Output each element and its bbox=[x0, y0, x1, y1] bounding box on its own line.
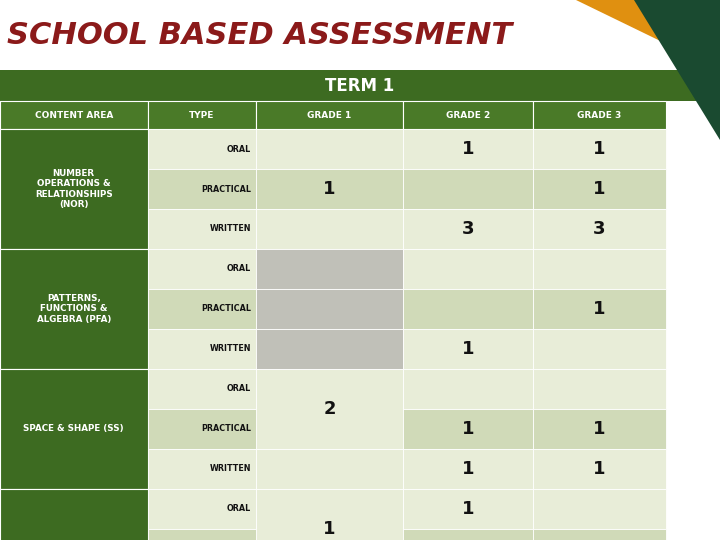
FancyBboxPatch shape bbox=[533, 329, 666, 369]
FancyBboxPatch shape bbox=[148, 329, 256, 369]
Text: 1: 1 bbox=[593, 420, 606, 438]
Text: TERM 1: TERM 1 bbox=[325, 77, 395, 94]
FancyBboxPatch shape bbox=[148, 169, 256, 209]
FancyBboxPatch shape bbox=[148, 101, 256, 129]
FancyBboxPatch shape bbox=[0, 0, 720, 70]
FancyBboxPatch shape bbox=[403, 101, 533, 129]
FancyBboxPatch shape bbox=[533, 209, 666, 249]
FancyBboxPatch shape bbox=[0, 249, 148, 369]
Text: ORAL: ORAL bbox=[227, 384, 251, 393]
FancyBboxPatch shape bbox=[533, 129, 666, 169]
Text: 3: 3 bbox=[462, 220, 474, 238]
Text: NUMBER
OPERATIONS &
RELATIONSHIPS
(NOR): NUMBER OPERATIONS & RELATIONSHIPS (NOR) bbox=[35, 169, 112, 209]
FancyBboxPatch shape bbox=[0, 369, 148, 489]
Text: 1: 1 bbox=[593, 180, 606, 198]
FancyBboxPatch shape bbox=[533, 529, 666, 540]
FancyBboxPatch shape bbox=[403, 209, 533, 249]
FancyBboxPatch shape bbox=[0, 489, 148, 540]
Text: PRACTICAL: PRACTICAL bbox=[202, 305, 251, 313]
Text: 3: 3 bbox=[593, 220, 606, 238]
Text: ORAL: ORAL bbox=[227, 265, 251, 273]
FancyBboxPatch shape bbox=[0, 101, 148, 129]
FancyBboxPatch shape bbox=[256, 289, 403, 329]
FancyBboxPatch shape bbox=[533, 449, 666, 489]
FancyBboxPatch shape bbox=[256, 209, 403, 249]
Text: 1: 1 bbox=[462, 340, 474, 358]
FancyBboxPatch shape bbox=[256, 369, 403, 449]
FancyBboxPatch shape bbox=[148, 529, 256, 540]
Text: WRITTEN: WRITTEN bbox=[210, 225, 251, 233]
FancyBboxPatch shape bbox=[403, 369, 533, 409]
FancyBboxPatch shape bbox=[403, 169, 533, 209]
FancyBboxPatch shape bbox=[148, 129, 256, 169]
FancyBboxPatch shape bbox=[533, 169, 666, 209]
FancyBboxPatch shape bbox=[148, 409, 256, 449]
Polygon shape bbox=[634, 0, 720, 140]
FancyBboxPatch shape bbox=[403, 489, 533, 529]
FancyBboxPatch shape bbox=[256, 489, 403, 540]
FancyBboxPatch shape bbox=[0, 129, 148, 249]
FancyBboxPatch shape bbox=[148, 209, 256, 249]
FancyBboxPatch shape bbox=[148, 289, 256, 329]
FancyBboxPatch shape bbox=[256, 449, 403, 489]
FancyBboxPatch shape bbox=[0, 70, 720, 75]
Polygon shape bbox=[576, 0, 720, 70]
FancyBboxPatch shape bbox=[256, 169, 403, 209]
FancyBboxPatch shape bbox=[533, 369, 666, 409]
Text: 1: 1 bbox=[593, 460, 606, 478]
FancyBboxPatch shape bbox=[533, 409, 666, 449]
FancyBboxPatch shape bbox=[256, 101, 403, 129]
FancyBboxPatch shape bbox=[403, 129, 533, 169]
Text: 1: 1 bbox=[593, 140, 606, 158]
Text: 1: 1 bbox=[462, 420, 474, 438]
FancyBboxPatch shape bbox=[533, 101, 666, 129]
FancyBboxPatch shape bbox=[533, 289, 666, 329]
Text: SCHOOL BASED ASSESSMENT: SCHOOL BASED ASSESSMENT bbox=[7, 21, 513, 50]
FancyBboxPatch shape bbox=[148, 369, 256, 409]
Text: 1: 1 bbox=[323, 180, 336, 198]
FancyBboxPatch shape bbox=[0, 70, 720, 101]
FancyBboxPatch shape bbox=[148, 489, 256, 529]
Text: WRITTEN: WRITTEN bbox=[210, 345, 251, 353]
Text: 1: 1 bbox=[593, 300, 606, 318]
Text: TYPE: TYPE bbox=[189, 111, 215, 119]
Text: GRADE 1: GRADE 1 bbox=[307, 111, 351, 119]
Text: PRACTICAL: PRACTICAL bbox=[202, 424, 251, 433]
Text: 1: 1 bbox=[323, 519, 336, 538]
Text: PRACTICAL: PRACTICAL bbox=[202, 185, 251, 193]
FancyBboxPatch shape bbox=[256, 129, 403, 169]
FancyBboxPatch shape bbox=[403, 529, 533, 540]
Text: SPACE & SHAPE (SS): SPACE & SHAPE (SS) bbox=[24, 424, 124, 433]
Text: WRITTEN: WRITTEN bbox=[210, 464, 251, 473]
FancyBboxPatch shape bbox=[148, 249, 256, 289]
Text: 2: 2 bbox=[323, 400, 336, 418]
Text: ORAL: ORAL bbox=[227, 504, 251, 513]
FancyBboxPatch shape bbox=[256, 329, 403, 369]
FancyBboxPatch shape bbox=[148, 449, 256, 489]
Text: ORAL: ORAL bbox=[227, 145, 251, 153]
FancyBboxPatch shape bbox=[403, 289, 533, 329]
FancyBboxPatch shape bbox=[403, 329, 533, 369]
FancyBboxPatch shape bbox=[533, 489, 666, 529]
FancyBboxPatch shape bbox=[256, 249, 403, 289]
FancyBboxPatch shape bbox=[403, 409, 533, 449]
Text: 1: 1 bbox=[462, 460, 474, 478]
FancyBboxPatch shape bbox=[403, 449, 533, 489]
Text: 1: 1 bbox=[462, 500, 474, 518]
Text: 1: 1 bbox=[462, 140, 474, 158]
Text: GRADE 2: GRADE 2 bbox=[446, 111, 490, 119]
Text: CONTENT AREA: CONTENT AREA bbox=[35, 111, 113, 119]
Text: GRADE 3: GRADE 3 bbox=[577, 111, 621, 119]
Text: PATTERNS,
FUNCTIONS &
ALGEBRA (PFA): PATTERNS, FUNCTIONS & ALGEBRA (PFA) bbox=[37, 294, 111, 324]
FancyBboxPatch shape bbox=[533, 249, 666, 289]
FancyBboxPatch shape bbox=[403, 249, 533, 289]
